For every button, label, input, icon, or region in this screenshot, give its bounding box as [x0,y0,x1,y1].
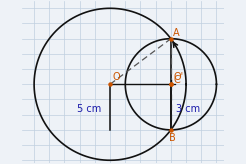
Text: 3 cm: 3 cm [176,104,200,114]
Text: B: B [169,133,176,143]
Text: 5 cm: 5 cm [77,104,101,114]
Text: O': O' [173,72,183,82]
Text: C: C [174,75,181,85]
Text: O: O [112,72,120,82]
Text: A: A [173,28,180,38]
